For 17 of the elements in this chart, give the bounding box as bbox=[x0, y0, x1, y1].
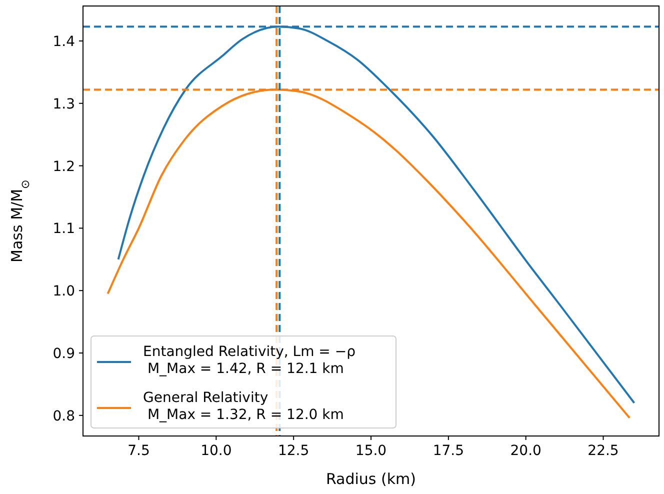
legend-label: General Relativity M_Max = 1.32, R = 12.0 km bbox=[143, 390, 344, 423]
x-tick-label: 17.5 bbox=[432, 443, 464, 459]
y-tick-label: 1.1 bbox=[52, 221, 75, 238]
x-tick-label: 7.5 bbox=[128, 443, 150, 459]
x-tick-label: 15.0 bbox=[355, 443, 387, 459]
x-tick-label: 20.0 bbox=[510, 443, 542, 459]
x-axis-title: Radius (km) bbox=[326, 470, 416, 488]
y-tick-label: 1.2 bbox=[52, 158, 75, 175]
x-tick-label: 10.0 bbox=[200, 443, 232, 459]
x-tick-label: 12.5 bbox=[278, 443, 310, 459]
x-tick-label: 22.5 bbox=[588, 443, 619, 459]
y-tick-label: 1.3 bbox=[52, 96, 75, 112]
y-tick-label: 0.9 bbox=[52, 346, 75, 362]
y-tick-label: 1.0 bbox=[52, 284, 75, 300]
y-tick-label: 1.4 bbox=[52, 34, 76, 50]
y-tick-label: 0.8 bbox=[52, 408, 75, 424]
legend-label: Entangled Relativity, Lm = −ρ M_Max = 1.42, R = 12.1 km bbox=[143, 344, 356, 377]
